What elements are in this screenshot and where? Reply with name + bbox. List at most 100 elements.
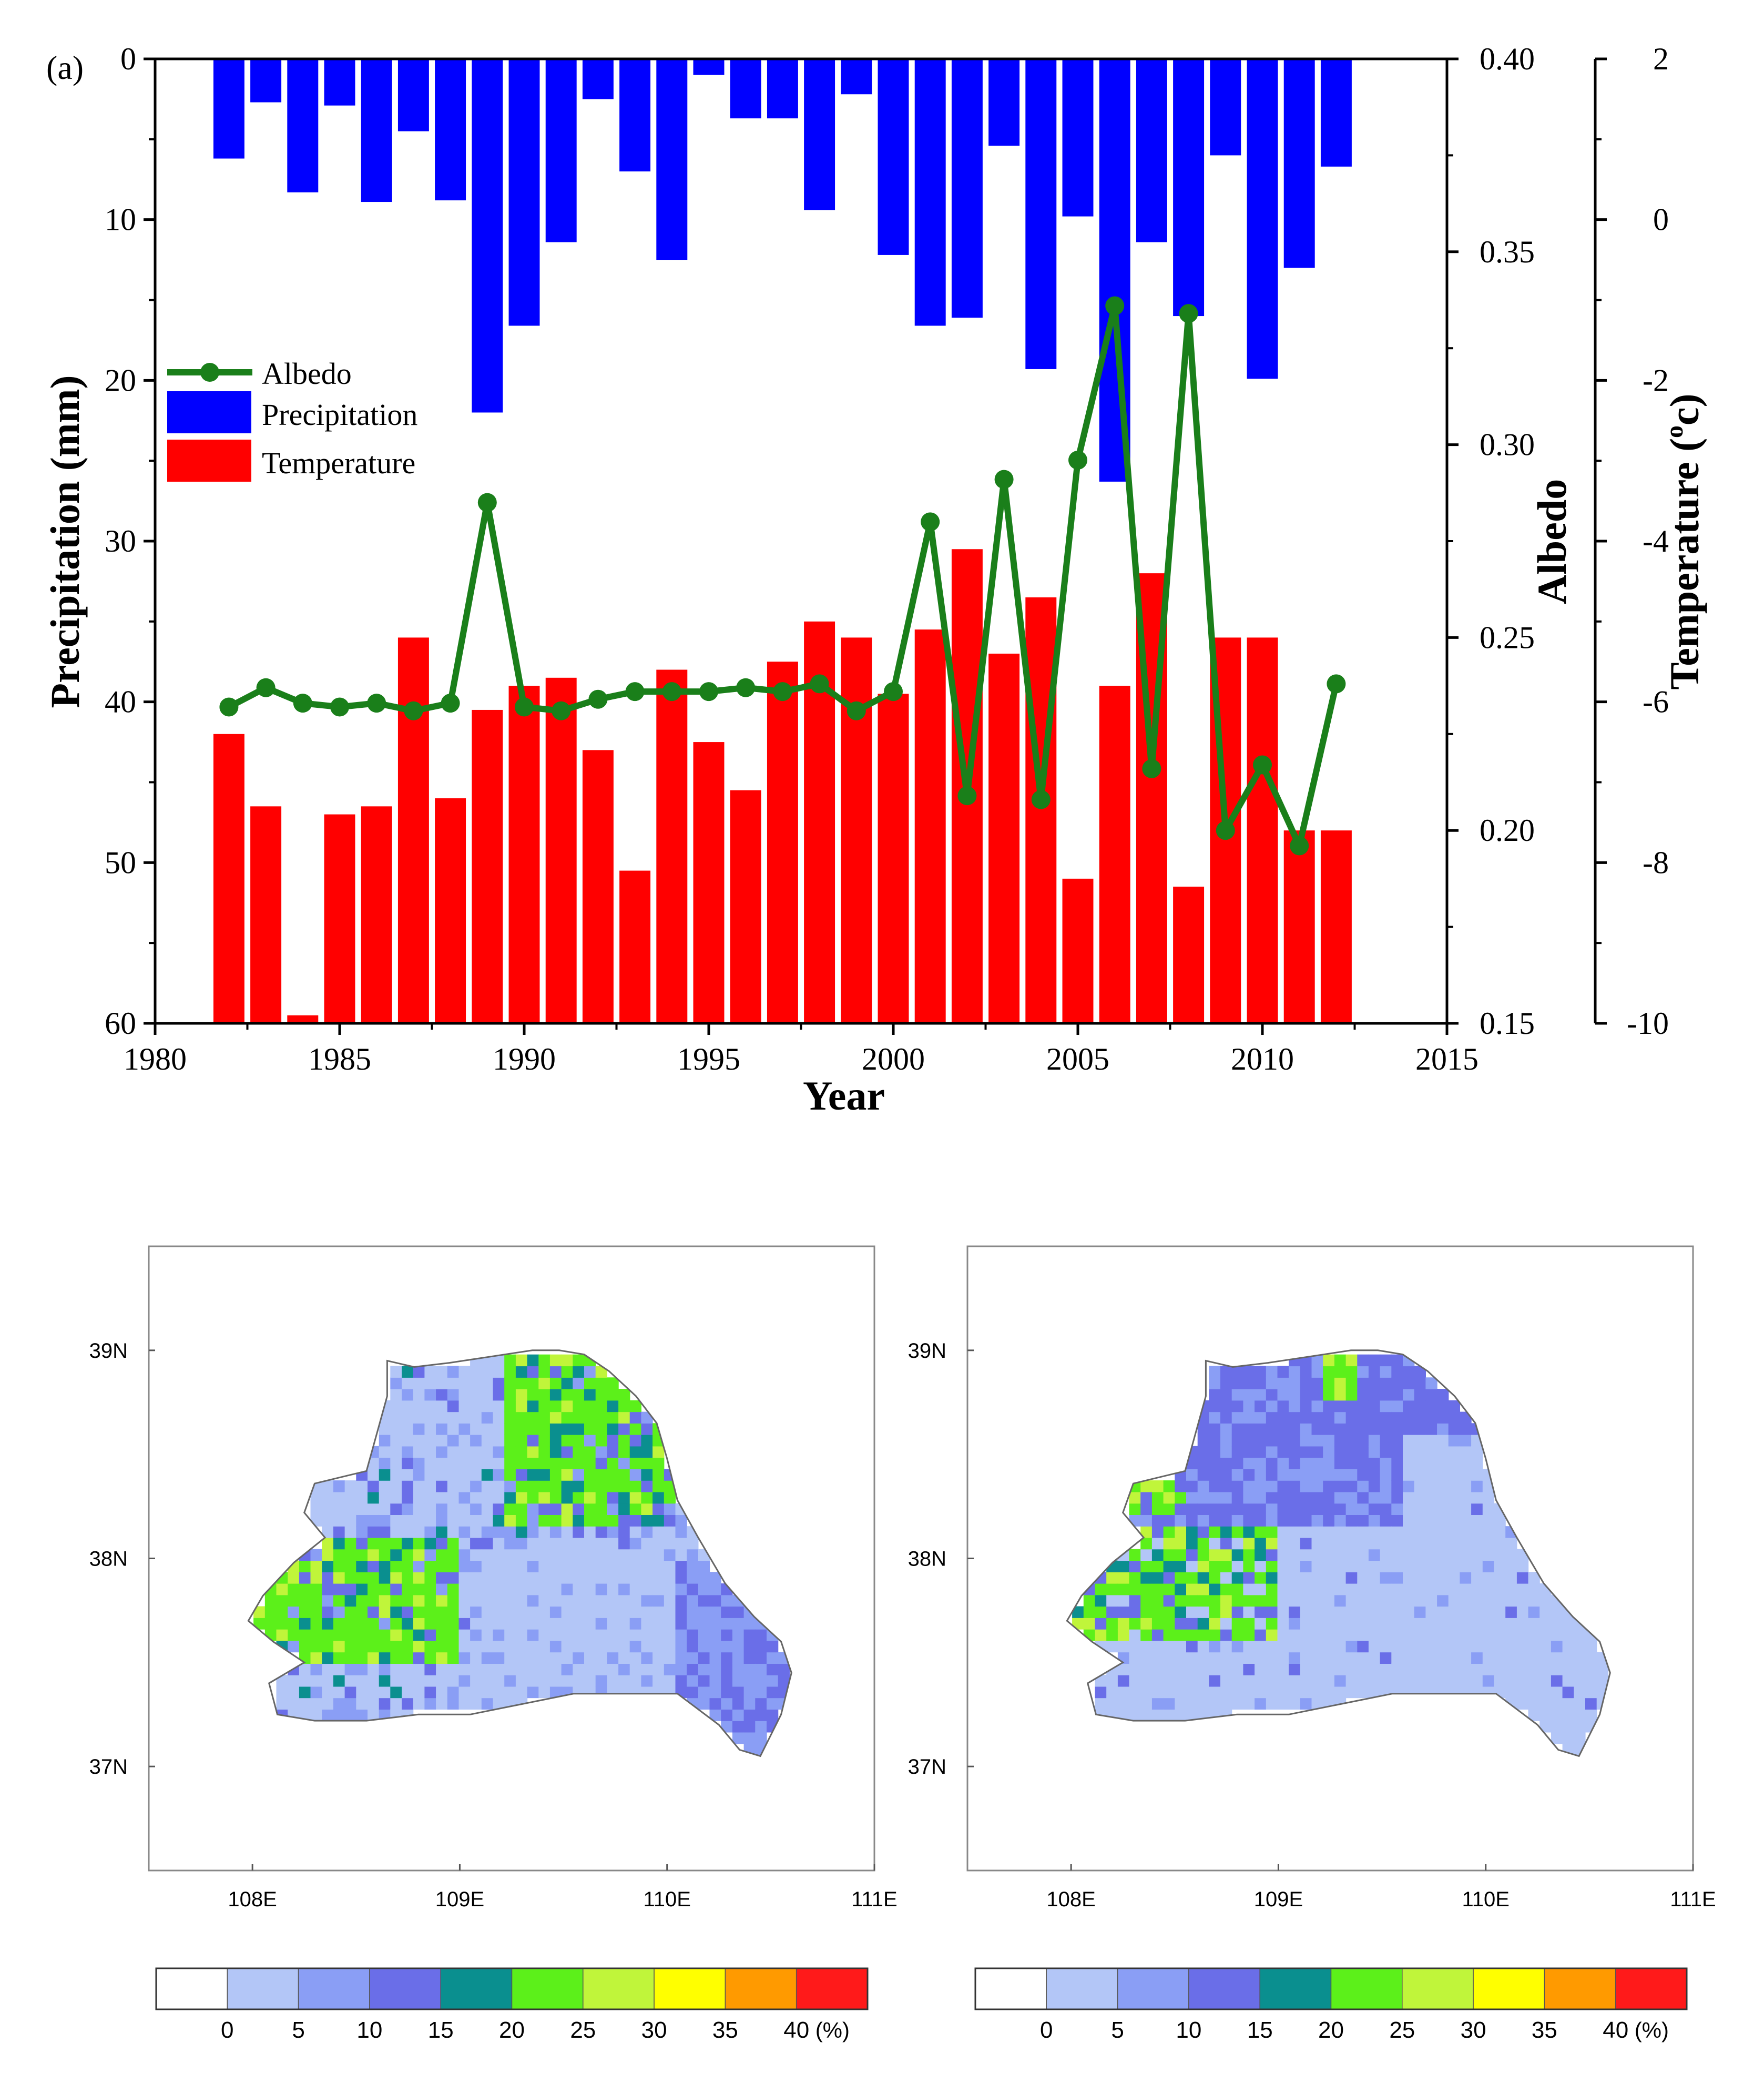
map-cell	[1460, 1526, 1472, 1538]
map-cell	[1391, 1618, 1403, 1630]
map-cell	[299, 1618, 311, 1630]
map-cell	[1368, 1675, 1381, 1687]
map-cell	[1414, 1491, 1426, 1504]
map-cell	[698, 1572, 710, 1584]
map-cell	[1140, 1491, 1153, 1504]
map-cell	[1197, 1549, 1209, 1561]
map-cell	[1209, 1606, 1221, 1618]
map-cell	[402, 1549, 414, 1561]
map-cell	[527, 1618, 539, 1630]
map-cell	[1345, 1423, 1358, 1435]
map-cell	[1277, 1411, 1289, 1424]
colorbar-segment	[1615, 1968, 1687, 2010]
map-cell	[390, 1663, 402, 1675]
map-cell	[1129, 1675, 1141, 1687]
map-cell	[504, 1560, 516, 1572]
map-cell	[1311, 1400, 1323, 1412]
map-cell	[504, 1457, 516, 1469]
map-cell	[458, 1435, 471, 1447]
map-cell	[447, 1366, 460, 1378]
map-cell	[379, 1423, 391, 1435]
map-cell	[641, 1572, 653, 1584]
map-cell	[447, 1457, 460, 1469]
map-cell	[1311, 1606, 1323, 1618]
map-cell	[1266, 1560, 1278, 1572]
map-cell	[1482, 1640, 1495, 1653]
map-cell	[1255, 1469, 1267, 1481]
map-cell	[1243, 1663, 1255, 1675]
map-cell	[1482, 1537, 1495, 1550]
map-cell	[493, 1675, 505, 1687]
map-cell	[618, 1663, 630, 1675]
map-cell	[515, 1423, 528, 1435]
map-cell	[368, 1675, 380, 1687]
map-cell	[493, 1549, 505, 1561]
map-cell	[584, 1537, 596, 1550]
map-cell	[607, 1652, 619, 1664]
map-cell	[618, 1583, 630, 1595]
map-cell	[1106, 1583, 1118, 1595]
map-cell	[538, 1446, 550, 1458]
precipitation-bar	[1247, 59, 1278, 379]
map-cell	[1243, 1549, 1255, 1561]
map-cell	[493, 1389, 505, 1401]
map-cell	[527, 1389, 539, 1401]
map-cell	[698, 1583, 710, 1595]
map-cell	[1448, 1469, 1460, 1481]
map-cell	[253, 1618, 266, 1630]
map-cell	[481, 1503, 494, 1515]
map-cell	[1585, 1709, 1597, 1721]
map-cell	[721, 1640, 733, 1653]
map-cell	[664, 1503, 676, 1515]
map-cell	[447, 1640, 460, 1653]
map-cell	[1300, 1377, 1312, 1389]
map-cell	[1437, 1457, 1449, 1469]
map-cell	[1345, 1400, 1358, 1412]
map-cell	[1266, 1583, 1278, 1595]
map-cell	[1323, 1640, 1335, 1653]
map-cell	[504, 1446, 516, 1458]
map-cell	[1334, 1663, 1347, 1675]
map-cell	[390, 1697, 402, 1710]
map-cell	[1516, 1606, 1529, 1618]
map-cell	[1391, 1629, 1403, 1641]
map-cell	[1300, 1389, 1312, 1401]
map-cell	[1323, 1400, 1335, 1412]
map-cell	[1380, 1675, 1392, 1687]
map-cell	[1357, 1549, 1369, 1561]
map-cell	[584, 1389, 596, 1401]
map-cell	[344, 1560, 356, 1572]
map-cell	[1425, 1457, 1437, 1469]
map-cell	[413, 1618, 425, 1630]
map-cell	[1163, 1503, 1175, 1515]
map-cell	[1277, 1400, 1289, 1412]
map-cell	[698, 1640, 710, 1653]
map-cell	[595, 1526, 607, 1538]
map-cell	[481, 1514, 494, 1527]
map-cell	[1151, 1606, 1164, 1618]
map-cell	[1551, 1709, 1563, 1721]
map-cell	[1334, 1491, 1347, 1504]
precip-tick-label: 20	[105, 363, 136, 398]
map-cell	[573, 1606, 585, 1618]
map-cell	[1471, 1606, 1483, 1618]
map-cell	[1494, 1640, 1506, 1653]
map-cell	[1437, 1629, 1449, 1641]
map-cell	[1380, 1354, 1392, 1367]
map-cell	[1391, 1435, 1403, 1447]
map-cell	[527, 1491, 539, 1504]
map-cell	[470, 1594, 482, 1607]
map-cell	[561, 1663, 573, 1675]
map-cell	[424, 1366, 436, 1378]
map-cell	[1334, 1675, 1347, 1687]
map-cell	[447, 1583, 460, 1595]
map-cell	[1186, 1583, 1198, 1595]
map-cell	[1357, 1411, 1369, 1424]
map-cell	[1311, 1446, 1323, 1458]
map-cell	[1300, 1423, 1312, 1435]
map-cell	[538, 1354, 550, 1367]
map-cell	[390, 1503, 402, 1515]
map-cell	[1117, 1594, 1130, 1607]
map-cell	[573, 1663, 585, 1675]
map-cell	[481, 1400, 494, 1412]
